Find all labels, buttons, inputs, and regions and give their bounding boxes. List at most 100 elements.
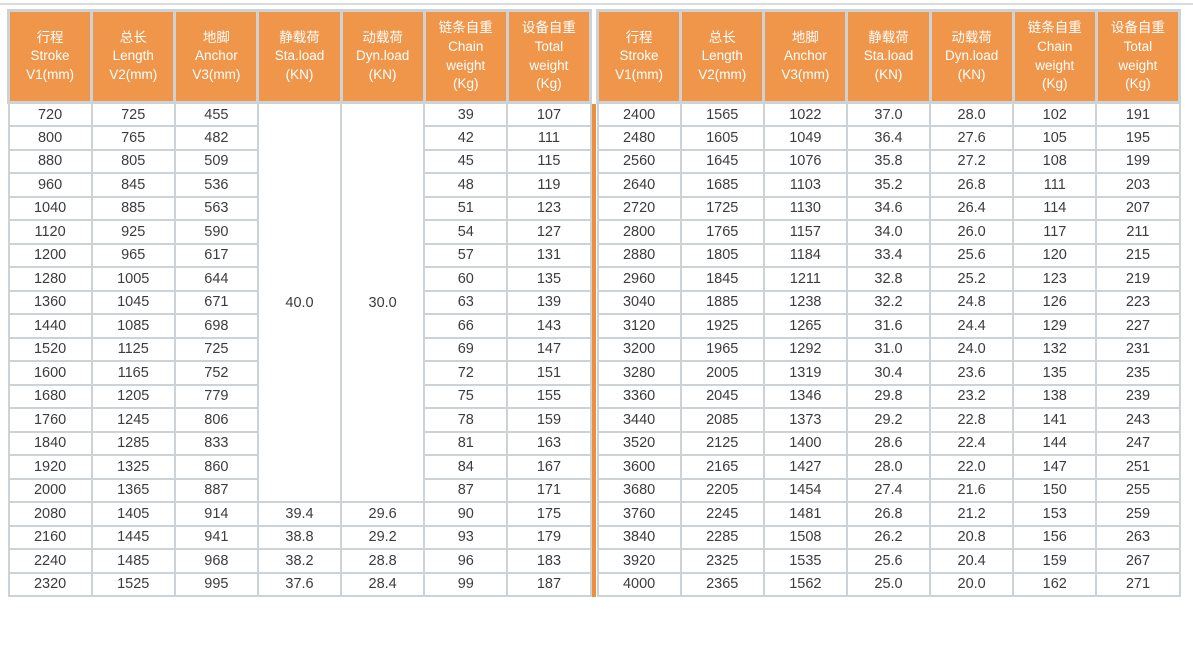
header-line: V3(mm) bbox=[781, 66, 830, 82]
table-cell: 2960 bbox=[596, 266, 682, 292]
spec-table-wrapper: 行程 Stroke V1(mm) 总长 Length V2(mm) 地脚 Anchor V3(m… bbox=[6, 9, 1186, 597]
table-cell: 27.4 bbox=[845, 477, 932, 503]
table-cell: 32.8 bbox=[845, 266, 932, 292]
header-line: (Kg) bbox=[1125, 76, 1151, 92]
table-cell: 150 bbox=[1012, 477, 1098, 503]
table-cell: 144 bbox=[1012, 430, 1098, 456]
table-row: 800 765 482 42 111 bbox=[7, 125, 592, 151]
table-cell: 24.0 bbox=[929, 336, 1015, 362]
table-row: 3360 2045 1346 29.8 23.2 138 239 bbox=[596, 383, 1181, 409]
table-cell: 28.6 bbox=[845, 430, 932, 456]
table-cell: 263 bbox=[1095, 524, 1181, 550]
table-cell: 199 bbox=[1095, 148, 1181, 174]
table-cell: 1680 bbox=[7, 383, 93, 409]
table-cell: 1238 bbox=[762, 289, 848, 315]
table-cell: 25.6 bbox=[845, 548, 932, 574]
table-cell: 108 bbox=[1012, 148, 1098, 174]
header-line: 总长 bbox=[708, 29, 736, 45]
table-cell: 111 bbox=[1012, 172, 1098, 198]
table-cell: 22.4 bbox=[929, 430, 1015, 456]
table-cell: 765 bbox=[90, 125, 176, 151]
header-line: 行程 bbox=[625, 29, 653, 45]
table-row: 1200 965 617 57 131 bbox=[7, 242, 592, 268]
table-cell: 107 bbox=[506, 101, 592, 127]
table-cell: 509 bbox=[173, 148, 259, 174]
table-cell: 2240 bbox=[7, 548, 93, 574]
table-cell: 1765 bbox=[679, 219, 765, 245]
table-cell: 141 bbox=[1012, 407, 1098, 433]
header-line: Stroke bbox=[619, 48, 659, 64]
table-cell: 42 bbox=[423, 125, 509, 151]
table-cell: 21.6 bbox=[929, 477, 1015, 503]
header-line: Sta.load bbox=[274, 48, 325, 64]
table-cell: 21.2 bbox=[929, 501, 1015, 527]
table-cell: 860 bbox=[173, 454, 259, 480]
table-cell: 698 bbox=[173, 313, 259, 339]
spec-table-left: 行程 Stroke V1(mm) 总长 Length V2(mm) 地脚 Anchor V3(m… bbox=[6, 9, 593, 597]
table-row: 2240 1485 968 38.2 28.8 96 183 bbox=[7, 548, 592, 574]
table-cell: 25.0 bbox=[845, 571, 932, 597]
table-cell: 1400 bbox=[762, 430, 848, 456]
half-divider bbox=[592, 9, 596, 597]
header-line: weight bbox=[1035, 57, 1075, 73]
spec-table-left-head: 行程 Stroke V1(mm) 总长 Length V2(mm) 地脚 Anchor V3(m… bbox=[6, 9, 593, 104]
table-cell: 1685 bbox=[679, 172, 765, 198]
table-cell: 1600 bbox=[7, 360, 93, 386]
table-cell: 1285 bbox=[90, 430, 176, 456]
table-cell: 3120 bbox=[596, 313, 682, 339]
table-cell: 29.2 bbox=[340, 524, 426, 550]
table-cell: 1845 bbox=[679, 266, 765, 292]
column-header-total-weight: 设备自重 Total weight (Kg) bbox=[1094, 9, 1182, 104]
table-cell: 26.2 bbox=[845, 524, 932, 550]
header-line: Anchor bbox=[783, 48, 827, 64]
table-cell: 2285 bbox=[679, 524, 765, 550]
table-cell: 3040 bbox=[596, 289, 682, 315]
table-cell: 1205 bbox=[90, 383, 176, 409]
column-header-stroke: 行程 Stroke V1(mm) bbox=[6, 9, 94, 104]
table-cell: 3280 bbox=[596, 360, 682, 386]
table-cell: 725 bbox=[173, 336, 259, 362]
column-header-anchor: 地脚 Anchor V3(mm) bbox=[173, 9, 260, 104]
table-cell: 26.8 bbox=[845, 501, 932, 527]
table-cell: 162 bbox=[1012, 571, 1098, 597]
table-cell: 171 bbox=[506, 477, 592, 503]
table-cell: 1045 bbox=[90, 289, 176, 315]
table-row: 3520 2125 1400 28.6 22.4 144 247 bbox=[596, 430, 1181, 456]
table-row: 1040 885 563 51 123 bbox=[7, 195, 592, 221]
table-cell: 66 bbox=[423, 313, 509, 339]
table-cell: 1840 bbox=[7, 430, 93, 456]
table-cell: 36.4 bbox=[845, 125, 932, 151]
table-cell: 75 bbox=[423, 383, 509, 409]
table-cell: 123 bbox=[1012, 266, 1098, 292]
table-cell: 28.4 bbox=[340, 571, 426, 597]
header-line: weight bbox=[446, 57, 486, 73]
table-cell: 84 bbox=[423, 454, 509, 480]
table-cell: 1076 bbox=[762, 148, 848, 174]
table-cell: 3680 bbox=[596, 477, 682, 503]
table-cell: 54 bbox=[423, 219, 509, 245]
table-cell: 644 bbox=[173, 266, 259, 292]
table-cell: 25.6 bbox=[929, 242, 1015, 268]
table-cell: 2365 bbox=[679, 571, 765, 597]
table-cell: 203 bbox=[1095, 172, 1181, 198]
table-cell: 1440 bbox=[7, 313, 93, 339]
header-line: (Kg) bbox=[453, 76, 479, 92]
header-line: 设备自重 bbox=[1110, 20, 1165, 36]
header-line: 设备自重 bbox=[521, 20, 576, 36]
table-cell: 29.8 bbox=[845, 383, 932, 409]
table-cell: 147 bbox=[1012, 454, 1098, 480]
table-cell: 22.0 bbox=[929, 454, 1015, 480]
table-cell: 90 bbox=[423, 501, 509, 527]
table-cell: 183 bbox=[506, 548, 592, 574]
table-cell: 2005 bbox=[679, 360, 765, 386]
table-cell: 779 bbox=[173, 383, 259, 409]
header-line: 链条自重 bbox=[438, 20, 493, 36]
table-cell: 3360 bbox=[596, 383, 682, 409]
table-cell: 1200 bbox=[7, 242, 93, 268]
table-cell: 1040 bbox=[7, 195, 93, 221]
table-cell: 20.0 bbox=[929, 571, 1015, 597]
table-cell: 1373 bbox=[762, 407, 848, 433]
table-cell: 72 bbox=[423, 360, 509, 386]
table-cell: 2720 bbox=[596, 195, 682, 221]
table-cell: 3920 bbox=[596, 548, 682, 574]
